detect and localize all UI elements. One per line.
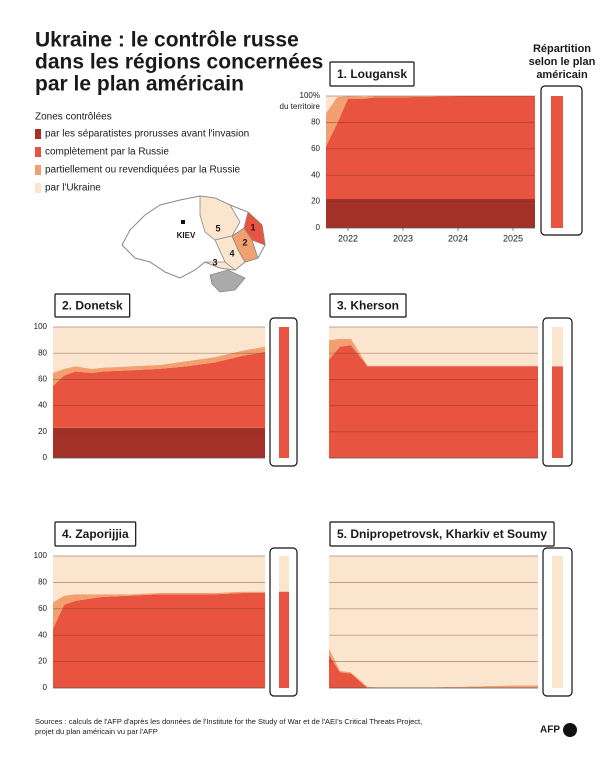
- page-title: dans les régions concernées: [35, 51, 323, 74]
- y-tick-label: 80: [311, 118, 320, 127]
- logo-text: AFP: [540, 725, 560, 736]
- x-tick-label: 2023: [393, 233, 413, 243]
- legend-title: Zones contrôlées: [35, 112, 112, 123]
- y-tick-label: 40: [38, 630, 47, 639]
- area: [53, 427, 265, 458]
- area: [53, 593, 265, 688]
- chart-title: 1. Lougansk: [337, 67, 407, 81]
- area: [326, 199, 535, 228]
- chart-title-box: [54, 293, 131, 318]
- plan-bar: [552, 556, 563, 688]
- map-crimea: [209, 269, 246, 293]
- y-tick-label: 80: [38, 348, 47, 357]
- legend-label: par l'Ukraine: [45, 183, 101, 194]
- area: [53, 327, 265, 373]
- y-tick-label: 100: [34, 551, 48, 560]
- map-region: [204, 261, 237, 271]
- area: [329, 327, 538, 366]
- plan-title: américain: [536, 69, 588, 81]
- map-region: [243, 211, 266, 246]
- y-tick-label: 60: [311, 144, 320, 153]
- map-capital: KIEV: [177, 231, 196, 240]
- x-tick-label: 2024: [448, 233, 468, 243]
- area: [329, 556, 538, 688]
- page-title: par le plan américain: [35, 73, 244, 96]
- chart-title: 5. Dnipropetrovsk, Kharkiv et Soumy: [337, 527, 547, 541]
- legend-swatch: [35, 147, 41, 157]
- area: [329, 338, 538, 367]
- y-tick-label: 20: [311, 197, 320, 206]
- chart-title-box: [329, 293, 407, 318]
- chart-title: 2. Donetsk: [62, 299, 123, 313]
- legend-swatch: [35, 183, 41, 193]
- y-tick-label: 80: [38, 578, 47, 587]
- plan-bar: [551, 96, 563, 228]
- y-tick-label: 100: [34, 322, 48, 331]
- legend-label: par les séparatistes prorusses avant l'i…: [45, 129, 249, 140]
- y-tick-label: 0: [43, 453, 48, 462]
- map-capital-dot: [181, 220, 185, 224]
- plan-title: Répartition: [533, 43, 591, 55]
- map-region-label: 5: [215, 223, 220, 233]
- map-region-label: 1: [250, 222, 255, 232]
- area: [53, 346, 265, 386]
- legend-swatch: [35, 129, 41, 139]
- plan-bar: [279, 556, 289, 592]
- y-tick-label: 0: [43, 683, 48, 692]
- plan-bar: [552, 366, 563, 458]
- area: [329, 345, 538, 458]
- y-tick-label: 40: [311, 170, 320, 179]
- x-tick-label: 2025: [503, 233, 523, 243]
- plan-bar: [279, 591, 289, 688]
- plan-title: selon le plan: [529, 56, 596, 68]
- y-tick-label: 60: [38, 604, 47, 613]
- chart-title-box: [54, 521, 137, 547]
- map: KIEV 1 2 3 4 5: [121, 195, 266, 293]
- chart: 0 20 40 60 80 100 4. Zaporijjia: [34, 521, 298, 697]
- chart: 5. Dnipropetrovsk, Kharkiv et Soumy: [329, 521, 573, 697]
- chart-title: 4. Zaporijjia: [62, 527, 129, 541]
- chart: 3. Kherson: [329, 293, 573, 467]
- area: [53, 351, 265, 428]
- y-tick-label: 20: [38, 427, 47, 436]
- y-tick-label: 20: [38, 657, 47, 666]
- map-region-label: 2: [242, 237, 247, 247]
- area: [326, 96, 535, 147]
- map-region-label: 3: [212, 257, 217, 267]
- y-axis-label: du territoire: [280, 102, 321, 111]
- y-tick-label: 0: [316, 223, 321, 232]
- area: [53, 591, 265, 629]
- map-region-label: 4: [229, 248, 234, 258]
- chart-title-box: [329, 521, 555, 547]
- plan-bar: [552, 327, 563, 367]
- logo-dot: [563, 723, 577, 737]
- legend-label: complètement par la Russie: [45, 147, 169, 158]
- chart-title: 3. Kherson: [337, 299, 399, 313]
- y-tick-label: 40: [38, 401, 47, 410]
- chart: 0 20 40 60 80 100% du territoire 2022 2023 2024 20…: [280, 61, 583, 243]
- chart: 0 20 40 60 80 100 2. Donetsk: [34, 293, 298, 467]
- area: [53, 556, 265, 603]
- y-tick-label: 60: [38, 375, 47, 384]
- chart-title-box: [329, 61, 415, 87]
- x-tick-label: 2022: [338, 233, 358, 243]
- logo: AFP: [540, 723, 577, 737]
- page-title: Ukraine : le contrôle russe: [35, 29, 299, 52]
- area: [326, 96, 535, 199]
- source: projet du plan américain vu par l'AFP: [35, 727, 158, 736]
- y-tick-label: 100%: [300, 91, 320, 100]
- legend-label: partiellement ou revendiquées par la Rus…: [45, 165, 241, 176]
- legend-swatch: [35, 165, 41, 175]
- area: [329, 655, 538, 688]
- source: Sources : calculs de l'AFP d'après les d…: [35, 717, 422, 726]
- plan-bar: [279, 327, 289, 458]
